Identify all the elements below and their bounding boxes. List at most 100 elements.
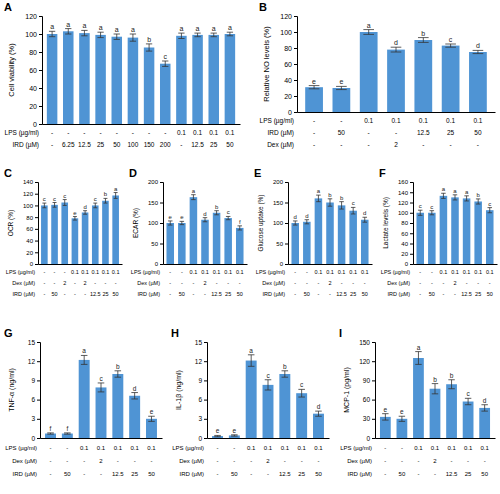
treatment-value: 0.1: [414, 445, 423, 451]
error-bar: [148, 416, 155, 421]
treatment-value: -: [51, 129, 53, 136]
treatment-value: 25: [102, 291, 108, 297]
treatment-value: 12.5: [211, 291, 222, 297]
treatment-label: Dex (µM): [12, 458, 37, 464]
bar: [128, 38, 139, 124]
treatment-value: -: [434, 471, 436, 477]
error-bar: [305, 220, 310, 224]
annotation: c: [53, 196, 56, 202]
treatment-value: -: [164, 129, 166, 136]
y-tick-mark: [35, 205, 38, 206]
treatment-value: -: [294, 291, 296, 297]
annotation: a: [50, 23, 54, 30]
y-tick-mark: [160, 264, 163, 265]
plot-area: [291, 195, 368, 264]
y-tick-label: 0: [280, 261, 284, 267]
bar: [333, 88, 351, 112]
treatment-label: Dex (µM): [12, 280, 35, 286]
y-axis-title: OCR (%): [7, 210, 15, 236]
treatment-value: -: [489, 280, 491, 286]
y-axis: 050100150200: [273, 179, 289, 267]
y-tick-mark: [35, 182, 38, 183]
treatment-value: 0.1: [80, 445, 89, 451]
annotation: d: [363, 210, 366, 216]
x-axis: [298, 112, 496, 114]
treatment-value: 25: [97, 141, 105, 148]
treatment-value: -: [83, 129, 85, 136]
bar: [315, 198, 323, 264]
treatment-value: -: [83, 471, 85, 477]
treatment-value: -: [50, 458, 52, 464]
annotation: c: [419, 203, 422, 209]
treatment-value: -: [50, 445, 52, 451]
treatment-value: -: [216, 280, 218, 286]
y-tick-label: 100: [273, 220, 284, 226]
y-tick-mark: [410, 203, 413, 204]
y-tick-label: 80: [401, 220, 408, 226]
error-bar: [65, 29, 71, 34]
y-tick-label: 20: [26, 250, 33, 256]
y-tick-label: 0: [31, 435, 35, 442]
treatment-value: 12.5: [417, 129, 430, 136]
error-bar: [131, 393, 138, 399]
treatment-value: -: [64, 269, 66, 275]
treatment-value: -: [401, 445, 403, 451]
annotation: e: [150, 408, 154, 415]
y-tick: 0: [280, 261, 288, 267]
x-axis: [39, 264, 123, 266]
error-bar: [130, 34, 136, 41]
bar: [229, 435, 240, 438]
treatment-value: 25: [298, 471, 305, 477]
x-axis-line: [164, 264, 248, 265]
bar: [291, 223, 299, 264]
annotation: d: [83, 204, 86, 210]
error-bar: [214, 211, 219, 215]
treatment-value: 2: [203, 280, 206, 286]
error-bar: [465, 398, 471, 404]
error-bar: [315, 411, 322, 416]
y-tick: 140: [398, 190, 413, 196]
bar: [95, 35, 106, 124]
treatment-value: 0.1: [147, 445, 156, 451]
annotations: eeabbcd: [384, 344, 487, 416]
treatment-value: 150: [144, 141, 155, 148]
bar: [428, 213, 436, 264]
y-tick-label: 6: [31, 396, 35, 403]
y-tick-label: 160: [398, 179, 409, 185]
treatment-label: LPS (µg/ml): [6, 269, 35, 275]
treatment-value: 50: [113, 141, 121, 148]
bar: [486, 210, 494, 264]
panel: 020406080100120eeadbcdBRelative NO level…: [259, 1, 496, 149]
annotation: c: [163, 53, 167, 60]
y-tick-mark: [285, 223, 288, 224]
error-bar: [298, 389, 305, 397]
y-tick: 40: [26, 238, 38, 244]
treatment-value: -: [134, 458, 136, 464]
panel: 0306090120150eeabbcdIMCP-1 (pg/ml)LPS (µ…: [339, 327, 496, 477]
treatment-label: LPS (µg/ml): [5, 129, 39, 137]
treatment-value: -: [74, 291, 76, 297]
annotation: e: [73, 210, 77, 216]
error-bar: [293, 221, 298, 225]
treatment-value: 25: [447, 129, 455, 136]
y-tick-mark: [204, 380, 207, 381]
x-axis: [414, 264, 498, 266]
y-tick-mark: [372, 361, 375, 362]
y-tick: 120: [280, 13, 297, 20]
panel-title: C: [4, 167, 12, 179]
treatment-value: 0.1: [97, 445, 106, 451]
treatment-value: -: [84, 291, 86, 297]
bar: [112, 374, 123, 438]
error-bar: [432, 384, 438, 394]
y-axis-title: IL-1β (ng/ml): [175, 370, 183, 410]
annotations: eeadbcd: [312, 22, 480, 86]
treatment-value: -: [233, 445, 235, 451]
panel-title: F: [379, 167, 386, 179]
treatment-value: 0.1: [297, 445, 306, 451]
y-tick-label: 9: [31, 377, 35, 384]
treatment-value: 0.1: [193, 129, 202, 136]
treatment-value: -: [340, 117, 342, 124]
y-tick-label: 20: [401, 251, 408, 257]
y-tick-label: 100: [148, 220, 159, 226]
bar: [303, 222, 311, 264]
